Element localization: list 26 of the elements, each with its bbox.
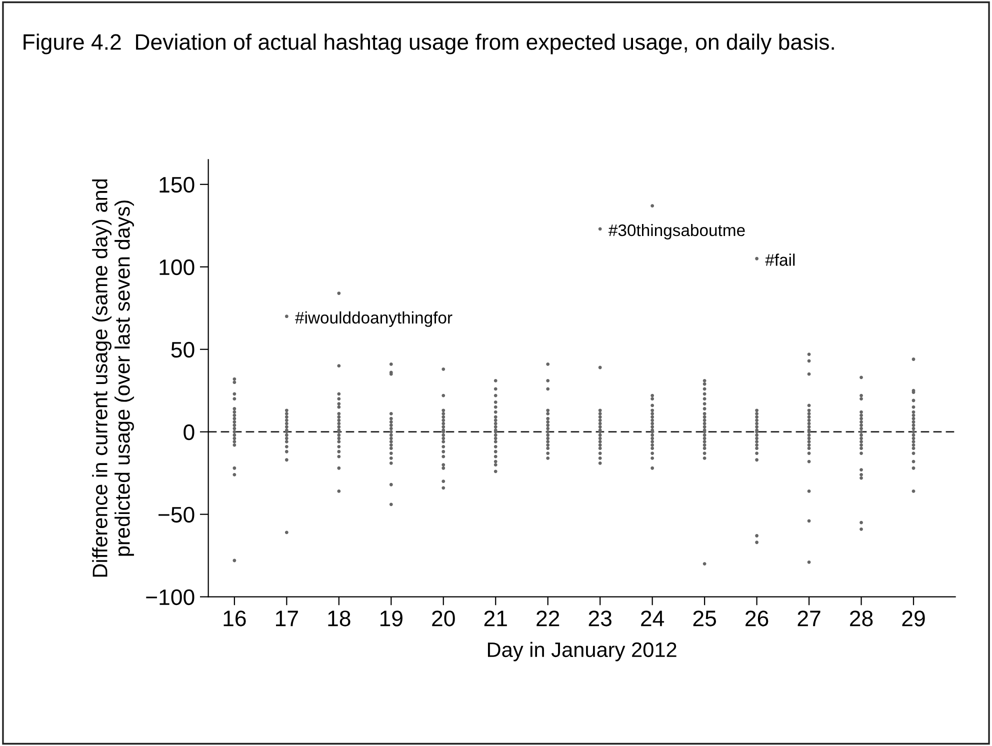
- x-tick-label: 26: [746, 610, 768, 626]
- x-axis-title: Day in January 2012: [488, 642, 676, 662]
- x-tick-label: 19: [380, 610, 402, 626]
- chart-title: Figure 4.2 Deviation of actual hashtag usage from expected usage, on daily basis.: [24, 34, 834, 54]
- annotation: #30thingsaboutme: [608, 224, 745, 240]
- y-tick-label: −100: [146, 589, 194, 606]
- annotation: #fail: [765, 254, 795, 266]
- y-tick-label: 0: [184, 424, 194, 440]
- x-tick-label: 23: [588, 610, 612, 626]
- x-tick-label: 24: [641, 610, 664, 626]
- y-tick-label: 100: [160, 259, 194, 276]
- x-tick-label: 28: [850, 610, 873, 626]
- x-tick-label: 20: [432, 610, 455, 626]
- y-tick-label: −50: [158, 506, 194, 523]
- y-tick-label: 50: [171, 342, 194, 358]
- x-tick-label: 18: [328, 610, 350, 626]
- y-tick-label: 150: [160, 176, 194, 193]
- x-tick-label: 29: [902, 610, 925, 626]
- x-tick-label: 21: [484, 610, 507, 626]
- x-tick-label: 25: [693, 610, 716, 626]
- x-tick-label: 17: [276, 610, 298, 626]
- x-tick-label: 22: [536, 610, 560, 626]
- x-tick-label: 16: [224, 610, 246, 626]
- y-axis-title: Difference in current usage (same day) and predicted usage (over last seven days): [92, 179, 134, 577]
- annotation: #iwoulddoanythingfor: [295, 311, 452, 327]
- x-tick-label: 27: [798, 610, 820, 626]
